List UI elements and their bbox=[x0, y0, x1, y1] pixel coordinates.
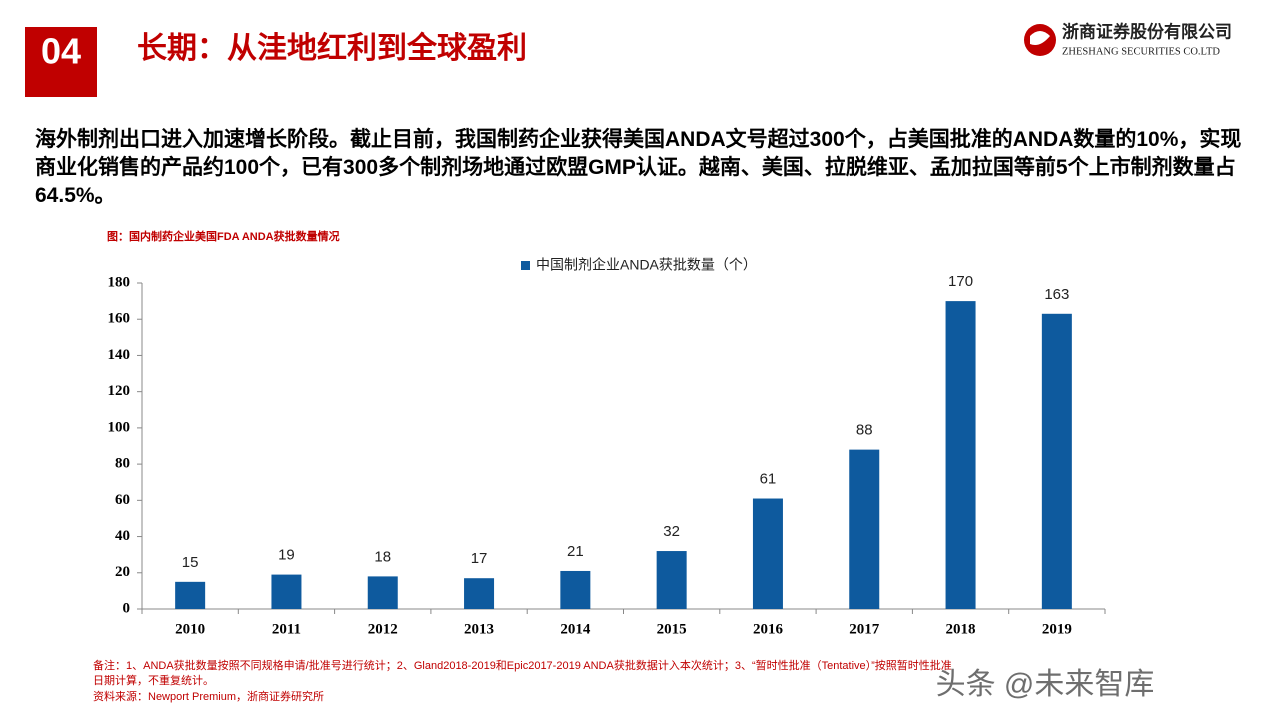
bar bbox=[1041, 313, 1072, 609]
bar bbox=[271, 574, 302, 609]
body-text: 海外制剂出口进入加速增长阶段。截止目前，我国制药企业获得美国ANDA文号超过30… bbox=[35, 128, 1242, 207]
y-tick-label: 100 bbox=[108, 419, 131, 435]
notes: 备注：1、ANDA获批数量按照不同规格申请/批准号进行统计；2、Gland201… bbox=[93, 660, 952, 687]
x-tick-label: 2010 bbox=[175, 621, 205, 637]
y-tick-label: 60 bbox=[115, 492, 130, 508]
x-tick-label: 2011 bbox=[272, 621, 301, 637]
data-label: 32 bbox=[663, 523, 680, 540]
figure-caption: 图：国内制药企业美国FDA ANDA获批数量情况 bbox=[107, 229, 340, 243]
x-tick-label: 2013 bbox=[464, 621, 494, 637]
data-label: 19 bbox=[278, 547, 295, 564]
x-tick-label: 2014 bbox=[560, 621, 591, 637]
y-tick-label: 0 bbox=[123, 600, 131, 616]
company-name-en: ZHESHANG SECURITIES CO.LTD bbox=[1062, 46, 1220, 57]
section-number: 04 bbox=[41, 31, 81, 72]
legend-label: 中国制剂企业ANDA获批数量（个） bbox=[536, 257, 757, 273]
data-label: 88 bbox=[856, 422, 873, 439]
bar bbox=[752, 498, 783, 609]
bar bbox=[464, 578, 495, 609]
y-tick-label: 180 bbox=[108, 274, 131, 290]
data-label: 15 bbox=[182, 554, 199, 571]
bar bbox=[656, 551, 687, 609]
x-tick-label: 2012 bbox=[368, 621, 398, 637]
logo-icon bbox=[1030, 31, 1050, 45]
source: 资料来源：Newport Premium，浙商证券研究所 bbox=[93, 691, 325, 703]
y-tick-label: 40 bbox=[115, 528, 130, 544]
y-tick-label: 140 bbox=[108, 347, 131, 363]
y-tick-label: 20 bbox=[115, 564, 130, 580]
bar bbox=[560, 570, 591, 609]
x-tick-label: 2017 bbox=[849, 621, 880, 637]
bar bbox=[945, 301, 976, 609]
x-tick-label: 2015 bbox=[657, 621, 687, 637]
watermark: 头条 @未来智库 bbox=[936, 668, 1155, 701]
data-label: 21 bbox=[567, 543, 584, 560]
x-tick-label: 2019 bbox=[1042, 621, 1072, 637]
data-label: 18 bbox=[374, 548, 391, 565]
data-label: 61 bbox=[760, 470, 777, 487]
y-tick-label: 160 bbox=[108, 311, 131, 327]
section-box bbox=[25, 27, 97, 97]
bar bbox=[849, 449, 880, 609]
bar bbox=[175, 581, 206, 609]
company-name: 浙商证券股份有限公司 bbox=[1062, 21, 1232, 41]
data-label: 17 bbox=[471, 550, 488, 567]
data-label: 163 bbox=[1044, 286, 1069, 303]
slide-title: 长期：从洼地红利到全球盈利 bbox=[137, 31, 527, 65]
y-tick-label: 120 bbox=[108, 383, 131, 399]
legend-marker bbox=[521, 261, 530, 270]
data-label: 170 bbox=[948, 273, 973, 290]
x-tick-label: 2018 bbox=[946, 621, 976, 637]
x-tick-label: 2016 bbox=[753, 621, 784, 637]
y-tick-label: 80 bbox=[115, 456, 130, 472]
bar bbox=[367, 576, 398, 609]
